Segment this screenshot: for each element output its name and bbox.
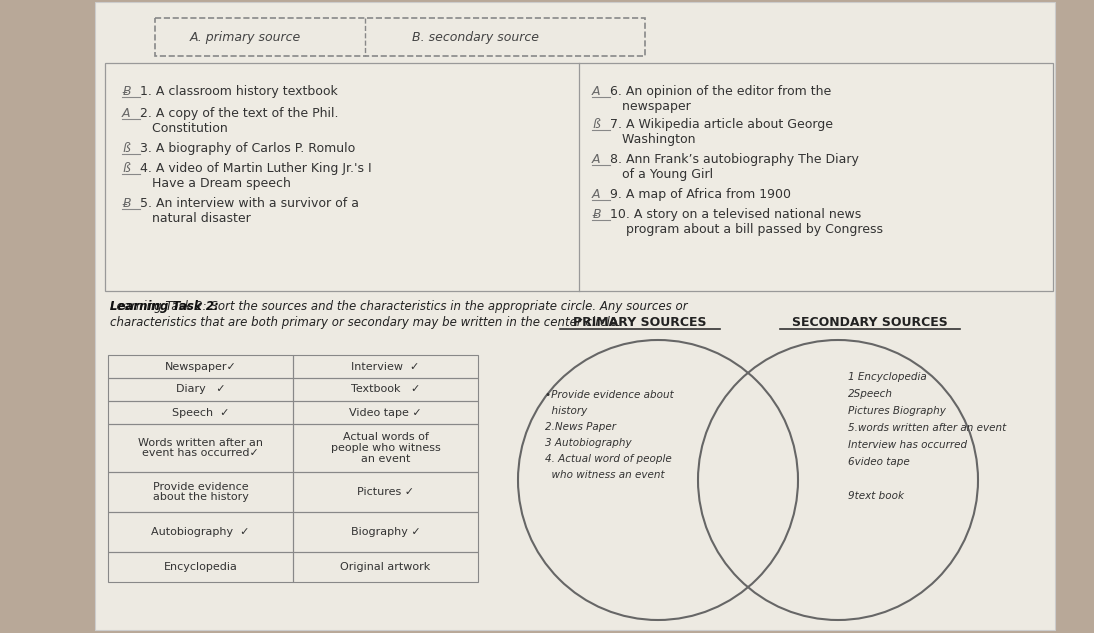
Text: Newspaper✓: Newspaper✓ bbox=[164, 361, 236, 372]
Text: 2.News Paper: 2.News Paper bbox=[545, 422, 616, 432]
Bar bbox=[108, 401, 293, 424]
Text: Interview  ✓: Interview ✓ bbox=[351, 361, 420, 372]
Text: B. secondary source: B. secondary source bbox=[411, 30, 538, 44]
Text: A. primary source: A. primary source bbox=[189, 30, 301, 44]
Text: ß: ß bbox=[123, 162, 130, 175]
Text: 6. An opinion of the editor from the: 6. An opinion of the editor from the bbox=[606, 85, 831, 98]
Text: Provide evidence: Provide evidence bbox=[153, 482, 248, 491]
Text: Words written after an: Words written after an bbox=[138, 437, 263, 448]
Text: 4. Actual word of people: 4. Actual word of people bbox=[545, 454, 672, 464]
Text: 9text book: 9text book bbox=[848, 491, 904, 501]
Text: Constitution: Constitution bbox=[136, 122, 228, 135]
Text: Biography ✓: Biography ✓ bbox=[350, 527, 420, 537]
Text: ß: ß bbox=[123, 142, 130, 155]
Text: 5. An interview with a survivor of a: 5. An interview with a survivor of a bbox=[136, 197, 359, 210]
Text: Original artwork: Original artwork bbox=[340, 562, 431, 572]
Text: natural disaster: natural disaster bbox=[136, 212, 251, 225]
Bar bbox=[108, 424, 293, 472]
Text: 7. A Wikipedia article about George: 7. A Wikipedia article about George bbox=[606, 118, 833, 131]
Text: PRIMARY SOURCES: PRIMARY SOURCES bbox=[573, 316, 707, 329]
Text: Learning Task 2: Sort the sources and the characteristics in the appropriate cir: Learning Task 2: Sort the sources and th… bbox=[110, 300, 688, 313]
Text: about the history: about the history bbox=[152, 492, 248, 503]
Text: ß: ß bbox=[592, 118, 600, 131]
Text: Diary   ✓: Diary ✓ bbox=[176, 384, 225, 394]
Text: characteristics that are both primary or secondary may be written in the center : characteristics that are both primary or… bbox=[110, 316, 621, 329]
Text: 2. A copy of the text of the Phil.: 2. A copy of the text of the Phil. bbox=[136, 107, 338, 120]
Text: A: A bbox=[592, 153, 601, 166]
Text: 1 Encyclopedia: 1 Encyclopedia bbox=[848, 372, 927, 382]
Bar bbox=[105, 63, 1054, 291]
Bar bbox=[293, 424, 478, 472]
Bar bbox=[293, 472, 478, 512]
Bar bbox=[293, 512, 478, 552]
Text: 6video tape: 6video tape bbox=[848, 457, 910, 467]
Text: Video tape ✓: Video tape ✓ bbox=[349, 408, 422, 418]
Text: Interview has occurred: Interview has occurred bbox=[848, 440, 967, 450]
Text: 3. A biography of Carlos P. Romulo: 3. A biography of Carlos P. Romulo bbox=[136, 142, 356, 155]
Bar bbox=[108, 355, 293, 378]
Text: Speech  ✓: Speech ✓ bbox=[172, 408, 230, 418]
Text: 2Speech: 2Speech bbox=[848, 389, 893, 399]
Text: Pictures ✓: Pictures ✓ bbox=[357, 487, 414, 497]
Text: Pictures Biography: Pictures Biography bbox=[848, 406, 946, 416]
Text: history: history bbox=[545, 406, 587, 416]
Text: •Provide evidence about: •Provide evidence about bbox=[545, 390, 674, 400]
Text: A: A bbox=[123, 107, 130, 120]
Text: Learning Task 2:: Learning Task 2: bbox=[110, 300, 219, 313]
Text: Ƀ: Ƀ bbox=[123, 85, 130, 98]
Text: SECONDARY SOURCES: SECONDARY SOURCES bbox=[792, 316, 947, 329]
Text: Actual words of: Actual words of bbox=[342, 432, 429, 442]
Text: Encyclopedia: Encyclopedia bbox=[164, 562, 237, 572]
Text: Textbook   ✓: Textbook ✓ bbox=[351, 384, 420, 394]
Text: 3 Autobiography: 3 Autobiography bbox=[545, 438, 631, 448]
Bar bbox=[108, 512, 293, 552]
Bar bbox=[293, 355, 478, 378]
Text: an event: an event bbox=[361, 454, 410, 464]
Text: 5.words written after an event: 5.words written after an event bbox=[848, 423, 1006, 433]
Text: program about a bill passed by Congress: program about a bill passed by Congress bbox=[606, 223, 883, 236]
Bar bbox=[155, 18, 645, 56]
Text: A: A bbox=[592, 85, 601, 98]
Bar bbox=[108, 378, 293, 401]
Text: Ƀ: Ƀ bbox=[123, 197, 130, 210]
Text: 9. A map of Africa from 1900: 9. A map of Africa from 1900 bbox=[606, 188, 791, 201]
Text: 1. A classroom history textbook: 1. A classroom history textbook bbox=[136, 85, 338, 98]
Text: Autobiography  ✓: Autobiography ✓ bbox=[151, 527, 249, 537]
Bar bbox=[293, 552, 478, 582]
Text: Ƀ: Ƀ bbox=[592, 208, 601, 221]
Text: who witness an event: who witness an event bbox=[545, 470, 665, 480]
Text: 4. A video of Martin Luther King Jr.'s I: 4. A video of Martin Luther King Jr.'s I bbox=[136, 162, 372, 175]
Bar bbox=[293, 401, 478, 424]
Text: people who witness: people who witness bbox=[330, 443, 441, 453]
Bar bbox=[95, 2, 1055, 630]
Text: Have a Dream speech: Have a Dream speech bbox=[136, 177, 291, 190]
Text: Washington: Washington bbox=[606, 133, 696, 146]
Bar bbox=[293, 378, 478, 401]
Text: A: A bbox=[592, 188, 601, 201]
Text: of a Young Girl: of a Young Girl bbox=[606, 168, 713, 181]
Bar bbox=[108, 552, 293, 582]
Text: 10. A story on a televised national news: 10. A story on a televised national news bbox=[606, 208, 861, 221]
Text: newspaper: newspaper bbox=[606, 100, 690, 113]
Text: 8. Ann Frank’s autobiography The Diary: 8. Ann Frank’s autobiography The Diary bbox=[606, 153, 859, 166]
Text: event has occurred✓: event has occurred✓ bbox=[142, 449, 259, 458]
Bar bbox=[108, 472, 293, 512]
